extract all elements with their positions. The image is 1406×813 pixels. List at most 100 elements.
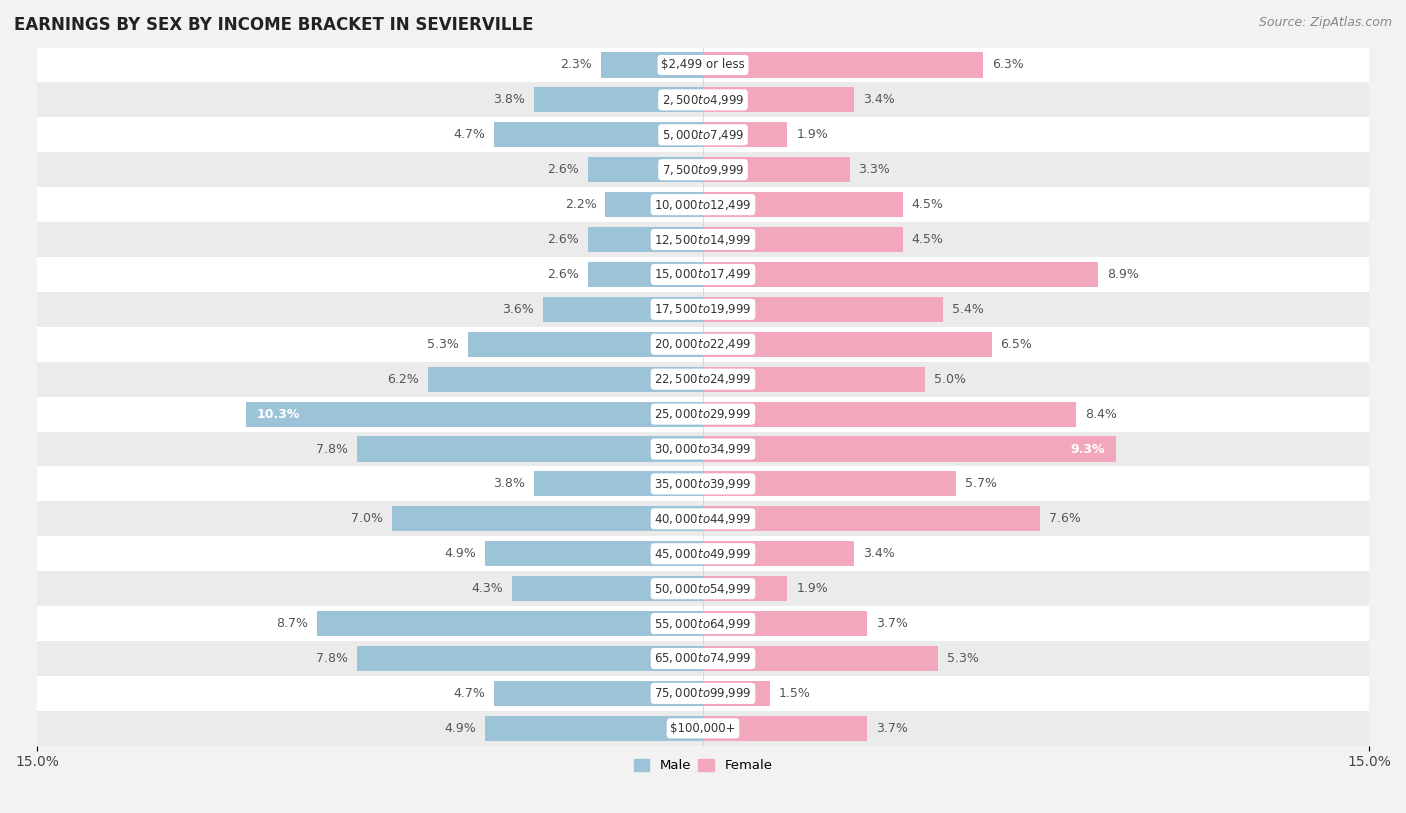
- Bar: [37, 327, 1369, 362]
- Bar: [703, 157, 849, 182]
- Text: $100,000+: $100,000+: [671, 722, 735, 735]
- Bar: [703, 506, 1040, 532]
- Bar: [37, 641, 1369, 676]
- Text: 7.8%: 7.8%: [316, 442, 347, 455]
- Bar: [588, 157, 703, 182]
- Bar: [37, 257, 1369, 292]
- Text: $75,000 to $99,999: $75,000 to $99,999: [654, 686, 752, 701]
- Bar: [703, 262, 1098, 287]
- Bar: [485, 541, 703, 567]
- Text: 5.3%: 5.3%: [427, 337, 458, 350]
- Text: 7.6%: 7.6%: [1049, 512, 1081, 525]
- Bar: [703, 367, 925, 392]
- Bar: [37, 467, 1369, 502]
- Text: 2.6%: 2.6%: [547, 233, 579, 246]
- Text: 6.5%: 6.5%: [1001, 337, 1032, 350]
- Bar: [534, 87, 703, 112]
- Text: 1.9%: 1.9%: [796, 582, 828, 595]
- Bar: [495, 680, 703, 706]
- Bar: [512, 576, 703, 602]
- Text: $12,500 to $14,999: $12,500 to $14,999: [654, 233, 752, 246]
- Text: 7.0%: 7.0%: [352, 512, 384, 525]
- Bar: [703, 472, 956, 497]
- Text: 3.4%: 3.4%: [863, 93, 894, 107]
- Bar: [427, 367, 703, 392]
- Text: 1.9%: 1.9%: [796, 128, 828, 141]
- Bar: [37, 537, 1369, 572]
- Bar: [534, 472, 703, 497]
- Bar: [37, 676, 1369, 711]
- Text: $20,000 to $22,499: $20,000 to $22,499: [654, 337, 752, 351]
- Bar: [703, 680, 769, 706]
- Bar: [703, 541, 853, 567]
- Text: 3.6%: 3.6%: [502, 303, 534, 316]
- Text: 3.3%: 3.3%: [859, 163, 890, 176]
- Text: 4.7%: 4.7%: [454, 687, 485, 700]
- Bar: [703, 297, 943, 322]
- Text: $35,000 to $39,999: $35,000 to $39,999: [654, 477, 752, 491]
- Text: $30,000 to $34,999: $30,000 to $34,999: [654, 442, 752, 456]
- Bar: [485, 715, 703, 741]
- Text: 2.2%: 2.2%: [565, 198, 596, 211]
- Text: $25,000 to $29,999: $25,000 to $29,999: [654, 407, 752, 421]
- Bar: [703, 227, 903, 252]
- Legend: Male, Female: Male, Female: [628, 754, 778, 777]
- Text: 6.3%: 6.3%: [991, 59, 1024, 72]
- Text: $65,000 to $74,999: $65,000 to $74,999: [654, 651, 752, 666]
- Bar: [37, 292, 1369, 327]
- Text: 5.0%: 5.0%: [934, 372, 966, 385]
- Text: 4.9%: 4.9%: [444, 547, 477, 560]
- Text: 8.9%: 8.9%: [1107, 268, 1139, 281]
- Bar: [703, 646, 938, 671]
- Text: $40,000 to $44,999: $40,000 to $44,999: [654, 512, 752, 526]
- Text: 7.8%: 7.8%: [316, 652, 347, 665]
- Bar: [703, 437, 1116, 462]
- Text: 3.7%: 3.7%: [876, 617, 908, 630]
- Text: $7,500 to $9,999: $7,500 to $9,999: [662, 163, 744, 176]
- Bar: [588, 227, 703, 252]
- Bar: [703, 715, 868, 741]
- Text: $2,499 or less: $2,499 or less: [661, 59, 745, 72]
- Text: 2.6%: 2.6%: [547, 163, 579, 176]
- Text: 5.3%: 5.3%: [948, 652, 979, 665]
- Text: 4.9%: 4.9%: [444, 722, 477, 735]
- Text: 4.3%: 4.3%: [471, 582, 503, 595]
- Bar: [495, 122, 703, 147]
- Bar: [37, 82, 1369, 117]
- Text: 3.8%: 3.8%: [494, 477, 526, 490]
- Bar: [703, 87, 853, 112]
- Bar: [37, 397, 1369, 432]
- Text: Source: ZipAtlas.com: Source: ZipAtlas.com: [1258, 16, 1392, 29]
- Text: 2.3%: 2.3%: [560, 59, 592, 72]
- Bar: [703, 611, 868, 636]
- Bar: [600, 52, 703, 77]
- Text: $55,000 to $64,999: $55,000 to $64,999: [654, 616, 752, 631]
- Text: EARNINGS BY SEX BY INCOME BRACKET IN SEVIERVILLE: EARNINGS BY SEX BY INCOME BRACKET IN SEV…: [14, 16, 533, 34]
- Bar: [703, 122, 787, 147]
- Bar: [246, 402, 703, 427]
- Bar: [703, 332, 991, 357]
- Text: $50,000 to $54,999: $50,000 to $54,999: [654, 581, 752, 596]
- Text: 5.7%: 5.7%: [965, 477, 997, 490]
- Text: 9.3%: 9.3%: [1070, 442, 1105, 455]
- Bar: [392, 506, 703, 532]
- Bar: [703, 576, 787, 602]
- Text: 2.6%: 2.6%: [547, 268, 579, 281]
- Bar: [703, 52, 983, 77]
- Text: $15,000 to $17,499: $15,000 to $17,499: [654, 267, 752, 281]
- Text: 4.5%: 4.5%: [911, 198, 943, 211]
- Bar: [37, 152, 1369, 187]
- Text: 10.3%: 10.3%: [257, 407, 299, 420]
- Bar: [316, 611, 703, 636]
- Text: $17,500 to $19,999: $17,500 to $19,999: [654, 302, 752, 316]
- Bar: [37, 117, 1369, 152]
- Bar: [468, 332, 703, 357]
- Bar: [588, 262, 703, 287]
- Text: $2,500 to $4,999: $2,500 to $4,999: [662, 93, 744, 107]
- Bar: [37, 606, 1369, 641]
- Bar: [37, 432, 1369, 467]
- Text: 3.7%: 3.7%: [876, 722, 908, 735]
- Text: 3.8%: 3.8%: [494, 93, 526, 107]
- Text: $45,000 to $49,999: $45,000 to $49,999: [654, 547, 752, 561]
- Bar: [37, 187, 1369, 222]
